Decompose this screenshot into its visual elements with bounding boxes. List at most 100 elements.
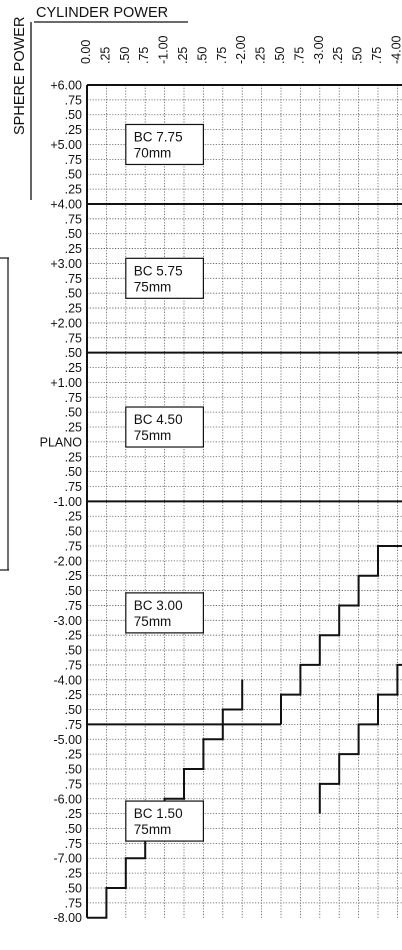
sphere-tick-label: -8.00 [54, 911, 83, 925]
cylinder-tick-label: .50 [351, 47, 365, 64]
sphere-tick-label: .25 [65, 242, 82, 256]
cylinder-tick-label: -4.00 [389, 35, 402, 64]
sphere-tick-label: .75 [65, 153, 82, 167]
cylinder-tick-label: .75 [292, 47, 306, 64]
cylinder-tick-label: .25 [254, 47, 268, 64]
sphere-tick-label: -6.00 [54, 792, 83, 806]
sphere-tick-label: .50 [65, 822, 82, 836]
zone-base-curve: BC 3.00 [134, 598, 183, 613]
grid [87, 85, 402, 918]
sphere-tick-label: +1.00 [50, 376, 82, 390]
sphere-tick-label: -7.00 [54, 852, 83, 866]
zone-diameter: 75mm [134, 428, 172, 443]
sphere-tick-label: .50 [65, 465, 82, 479]
sphere-tick-label: .50 [65, 346, 82, 360]
sphere-tick-label: .75 [65, 480, 82, 494]
zone-diameter: 75mm [134, 614, 172, 629]
cylinder-tick-label: .25 [98, 47, 112, 64]
lower-staircase [87, 679, 244, 919]
sphere-tick-label: .50 [65, 227, 82, 241]
sphere-tick-label: .50 [65, 881, 82, 895]
sphere-tick-label: +4.00 [50, 197, 82, 211]
sphere-tick-label: .50 [65, 644, 82, 658]
sphere-tick-label: .25 [65, 123, 82, 137]
sphere-tick-label: PLANO [40, 435, 83, 449]
sphere-tick-label: .75 [65, 331, 82, 345]
sphere-tick-label: -3.00 [54, 614, 83, 628]
sphere-tick-label: +5.00 [50, 138, 82, 152]
sphere-tick-label: .75 [65, 539, 82, 553]
sphere-tick-label: -2.00 [54, 554, 83, 568]
cylinder-power-title: CYLINDER POWER [36, 5, 168, 21]
sphere-tick-label: .75 [65, 896, 82, 910]
zone-box-frame [125, 406, 205, 448]
zone-box-frame [125, 257, 205, 299]
sphere-power-title: SPHERE POWER [12, 17, 28, 135]
zone-box-frame [125, 800, 205, 842]
cylinder-tick-label: .75 [215, 47, 229, 64]
range-outline [86, 84, 402, 919]
sphere-tick-label: .25 [65, 569, 82, 583]
sphere-tick-label: .25 [65, 302, 82, 316]
sphere-tick-label: .25 [65, 183, 82, 197]
sphere-tick-label: .75 [65, 391, 82, 405]
sphere-tick-label: .25 [65, 361, 82, 375]
sphere-tick-label: .25 [65, 421, 82, 435]
cylinder-tick-label: .50 [273, 47, 287, 64]
cylinder-tick-label: .75 [137, 47, 151, 64]
axis-labels: 0.00.25.50.75 -1.00.25.50.75 -2.00.25.50.7… [40, 35, 402, 925]
cylinder-tick-label: -1.00 [157, 35, 171, 64]
cylinder-tick-label: .75 [370, 47, 384, 64]
sphere-tick-label: -5.00 [54, 733, 83, 747]
sphere-tick-label: -1.00 [54, 495, 83, 509]
zone-diameter: 75mm [134, 822, 172, 837]
zone-base-curve: BC 4.50 [134, 412, 183, 427]
zone-base-curve: BC 1.50 [134, 806, 183, 821]
upper-staircase-b [318, 663, 402, 814]
sphere-tick-label: +3.00 [50, 257, 82, 271]
sphere-tick-label: .25 [65, 807, 82, 821]
zone-diameter: 70mm [134, 145, 172, 160]
sphere-tick-label: .25 [65, 748, 82, 762]
sphere-tick-label: .75 [65, 777, 82, 791]
zone-diameter: 75mm [134, 279, 172, 294]
zone-box-frame [125, 592, 205, 634]
sphere-tick-label: .75 [65, 837, 82, 851]
sphere-tick-label: .50 [65, 525, 82, 539]
upper-staircase-a [280, 544, 402, 725]
sphere-tick-label: .25 [65, 510, 82, 524]
sphere-tick-label: .50 [65, 108, 82, 122]
cylinder-tick-label: 0.00 [79, 40, 93, 64]
sphere-tick-label: .75 [65, 272, 82, 286]
sphere-tick-label: .50 [65, 168, 82, 182]
sphere-tick-label: .25 [65, 450, 82, 464]
sphere-tick-label: .50 [65, 703, 82, 717]
sphere-tick-label: +2.00 [50, 316, 82, 330]
titles: CYLINDER POWER SPHERE POWER [0, 5, 188, 571]
sphere-tick-label: .50 [65, 287, 82, 301]
sphere-tick-label: .25 [65, 629, 82, 643]
sphere-tick-label: .75 [65, 93, 82, 107]
sphere-tick-label: .50 [65, 763, 82, 777]
sphere-tick-label: -4.00 [54, 673, 83, 687]
cylinder-tick-label: -2.00 [234, 35, 248, 64]
sphere-tick-label: .75 [65, 212, 82, 226]
cylinder-tick-label: -3.00 [312, 35, 326, 64]
sphere-tick-label: .75 [65, 599, 82, 613]
sphere-tick-label: .25 [65, 867, 82, 881]
sphere-tick-label: .75 [65, 718, 82, 732]
sphere-tick-label: +6.00 [50, 79, 82, 93]
cylinder-tick-label: .50 [118, 47, 132, 64]
sphere-tick-label: .25 [65, 688, 82, 702]
cylinder-tick-label: .50 [195, 47, 209, 64]
sphere-tick-label: .50 [65, 406, 82, 420]
cylinder-tick-label: .25 [331, 47, 345, 64]
cylinder-tick-label: .25 [176, 47, 190, 64]
